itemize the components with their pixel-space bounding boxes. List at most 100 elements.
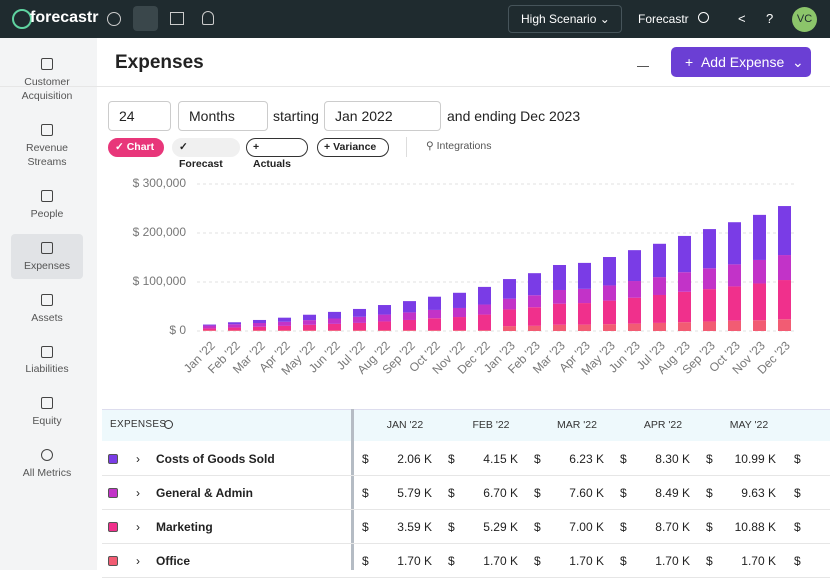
bar-segment	[453, 330, 466, 331]
expand-icon[interactable]: ›	[136, 486, 140, 500]
currency: $	[706, 520, 713, 534]
y-tick-label: $ 0	[169, 323, 186, 337]
cell-value: 1.70 K	[655, 554, 690, 568]
row-label[interactable]: Marketing	[156, 520, 213, 534]
cell-value: 7.60 K	[569, 486, 604, 500]
row-label[interactable]: General & Admin	[156, 486, 253, 500]
bar-segment	[428, 309, 441, 319]
sidebar-label[interactable]: People	[30, 208, 64, 220]
row-label[interactable]: Costs of Goods Sold	[156, 452, 275, 466]
bar-segment	[403, 301, 416, 313]
bar-segment	[453, 292, 466, 308]
bar-segment	[553, 303, 566, 325]
toggle-label: Variance	[333, 141, 377, 153]
row-border	[102, 475, 830, 476]
info-icon[interactable]	[164, 420, 173, 429]
selected-item-bg	[11, 234, 83, 279]
column-header: MAR '22	[557, 419, 597, 431]
sidebar-icon[interactable]	[41, 449, 53, 461]
toggle[interactable]: + Actuals	[246, 138, 308, 170]
button-label: Add Expense	[700, 54, 785, 70]
sidebar-icon[interactable]	[41, 242, 53, 254]
toggle[interactable]: + Variance	[317, 138, 389, 157]
sidebar-label[interactable]: Revenue Streams	[25, 142, 69, 168]
bar-segment	[753, 320, 766, 331]
currency: $	[706, 486, 713, 500]
row-border	[102, 543, 830, 544]
start-date[interactable]: Jan 2022	[324, 101, 441, 131]
avatar[interactable]: VC	[792, 7, 817, 32]
sidebar-icon[interactable]	[41, 294, 53, 306]
sidebar-label[interactable]: Equity	[32, 415, 62, 427]
sidebar-icon[interactable]	[41, 58, 53, 70]
bar-segment	[228, 330, 241, 331]
sidebar-label[interactable]: Liabilities	[25, 363, 69, 375]
separator	[406, 137, 407, 157]
expand-icon[interactable]: ›	[136, 520, 140, 534]
bar-segment	[703, 268, 716, 290]
currency: $	[794, 452, 801, 466]
bar-segment	[578, 324, 591, 331]
bar-segment	[653, 243, 666, 278]
cell-value: 6.70 K	[483, 486, 518, 500]
bar-segment	[203, 324, 216, 326]
insights-icon[interactable]	[133, 6, 158, 31]
sidebar	[0, 38, 97, 570]
bar-segment	[428, 330, 441, 331]
column-header: APR '22	[643, 419, 683, 431]
table-header	[102, 409, 830, 441]
sidebar-label[interactable]: Customer Acquisition	[21, 76, 73, 102]
sidebar-icon[interactable]	[41, 397, 53, 409]
periods-input[interactable]: 24	[108, 101, 171, 131]
expand-icon[interactable]: ›	[136, 554, 140, 568]
bar-segment	[603, 285, 616, 301]
scenario-select[interactable]: High Scenario ⌄	[508, 5, 622, 33]
currency: $	[620, 520, 627, 534]
row-label[interactable]: Office	[156, 554, 191, 568]
book-icon[interactable]	[170, 12, 184, 25]
unit-select[interactable]: Months	[178, 101, 268, 131]
user-icon[interactable]	[202, 11, 214, 25]
sidebar-label[interactable]: Expenses	[23, 260, 71, 272]
bar-segment	[453, 307, 466, 318]
sidebar-label[interactable]: All Metrics	[22, 467, 72, 479]
series-swatch	[108, 488, 118, 498]
cell-value: 8.30 K	[655, 452, 690, 466]
sidebar-icon[interactable]	[41, 124, 53, 136]
bar-segment	[528, 273, 541, 296]
currency: $	[448, 554, 455, 568]
logo[interactable]: forecastr	[30, 9, 99, 26]
bar-segment	[203, 328, 216, 331]
bar-segment	[753, 283, 766, 321]
company[interactable]: Forecastr	[638, 12, 689, 26]
sidebar-icon[interactable]	[41, 190, 53, 202]
cell-value: 4.15 K	[483, 452, 518, 466]
bar-segment	[678, 235, 691, 273]
toggle[interactable]: ⚲ Integrations	[426, 140, 492, 152]
bar-segment	[503, 298, 516, 310]
sidebar-label[interactable]: Assets	[31, 312, 63, 324]
add-expense-button[interactable]: + Add Expense ⌄	[671, 47, 811, 77]
dashboard-icon[interactable]	[107, 12, 121, 26]
bar-segment	[478, 314, 491, 331]
y-tick-label: $ 300,000	[133, 176, 187, 190]
download-icon[interactable]	[637, 55, 649, 67]
expand-icon[interactable]: ›	[136, 452, 140, 466]
bar-segment	[728, 286, 741, 321]
search-icon[interactable]	[698, 12, 709, 23]
toggle[interactable]: ✓ Chart	[108, 138, 164, 157]
bar-segment	[703, 289, 716, 322]
bar-segment	[478, 330, 491, 331]
bar-segment	[378, 314, 391, 322]
sidebar-icon[interactable]	[41, 346, 53, 358]
help-icon[interactable]: ?	[766, 11, 774, 26]
bar-segment	[353, 322, 366, 331]
bar-segment	[528, 325, 541, 331]
toggle[interactable]: ✓ Forecast	[172, 138, 240, 170]
currency: $	[362, 486, 369, 500]
share-icon[interactable]: <	[738, 11, 746, 26]
bar-segment	[403, 312, 416, 320]
currency: $	[534, 452, 541, 466]
bar-segment	[503, 279, 516, 299]
